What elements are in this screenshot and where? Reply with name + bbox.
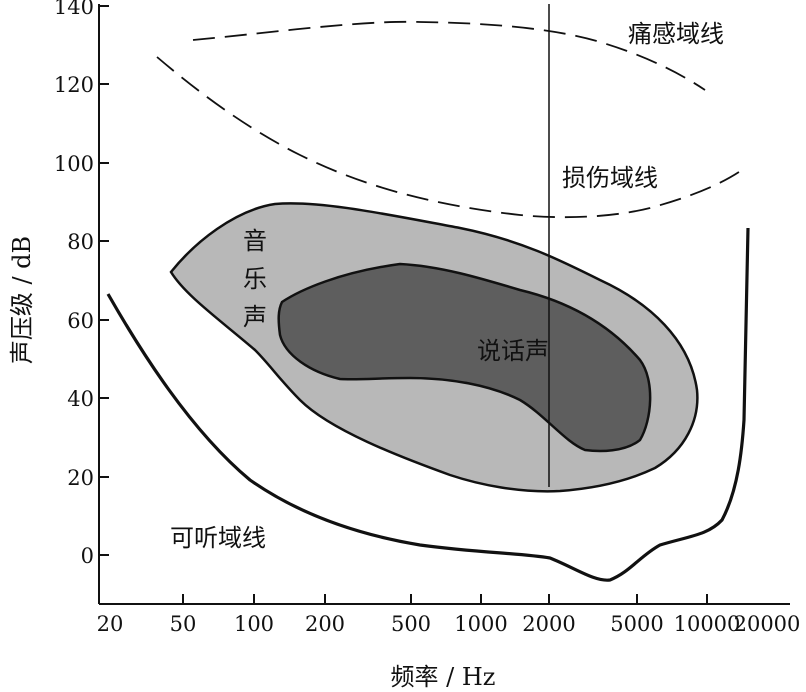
speech-label: 说话声 xyxy=(477,337,549,365)
y-tick-label: 60 xyxy=(67,309,94,333)
x-tick-label: 200 xyxy=(305,612,345,636)
y-tick-label: 0 xyxy=(81,544,94,568)
y-ticks xyxy=(99,5,109,556)
x-tick-label: 1000 xyxy=(454,612,507,636)
y-tick-label: 80 xyxy=(67,230,94,254)
music-label-2: 乐 xyxy=(243,265,267,293)
x-tick-label: 20 xyxy=(97,612,124,636)
y-tick-label: 100 xyxy=(54,152,94,176)
x-tick-label: 2000 xyxy=(522,612,575,636)
speech-region xyxy=(277,262,652,453)
y-tick-label: 40 xyxy=(67,387,94,411)
hearing-threshold-curve xyxy=(106,227,750,582)
x-tick-labels: 20 50 100 200 500 1000 2000 5000 10000 2… xyxy=(97,612,801,636)
x-tick-label: 50 xyxy=(170,612,197,636)
x-ticks xyxy=(182,594,708,604)
damage-threshold-curve xyxy=(156,56,743,219)
hearing-threshold-label: 可听域线 xyxy=(170,524,266,552)
x-tick-label: 100 xyxy=(234,612,274,636)
y-tick-label: 20 xyxy=(67,466,94,490)
x-tick-label: 10000 xyxy=(674,612,741,636)
pain-threshold-label: 痛感域线 xyxy=(628,20,724,48)
x-tick-label: 500 xyxy=(391,612,431,636)
pain-threshold-curve xyxy=(192,20,706,91)
y-tick-labels: 140 120 100 80 60 40 20 0 xyxy=(54,0,94,568)
x-tick-label: 5000 xyxy=(610,612,663,636)
y-tick-label: 140 xyxy=(54,0,94,19)
y-tick-label: 120 xyxy=(54,73,94,97)
damage-threshold-label: 损伤域线 xyxy=(562,164,658,192)
music-label-3: 声 xyxy=(243,303,267,331)
y-axis-title: 声压级 / dB xyxy=(8,236,36,364)
x-axis-title: 频率 / Hz xyxy=(391,663,496,691)
x-tick-label: 20000 xyxy=(734,612,801,636)
music-label-1: 音 xyxy=(243,227,267,255)
